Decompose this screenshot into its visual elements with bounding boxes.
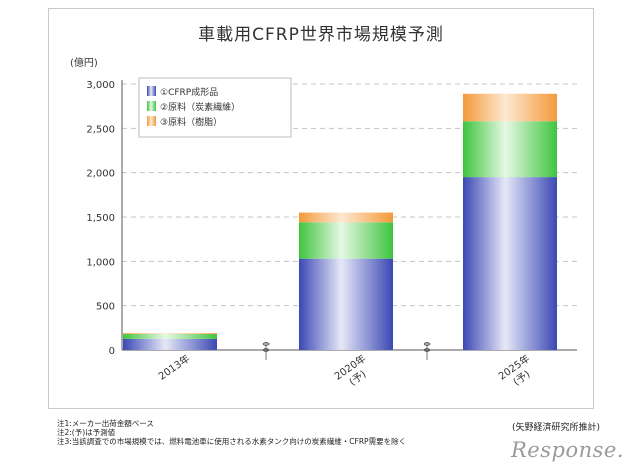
x-tick-label: 2013年: [156, 352, 192, 383]
footnotes: 注1:メーカー出荷金額ベース 注2:(予)は予測値 注3:当該調査での市場規模で…: [57, 419, 406, 446]
axis-break-mark: [423, 342, 431, 360]
x-tick-label: 2025年(予): [496, 352, 533, 389]
chart-title: 車載用CFRP世界市場規模予測: [198, 25, 444, 45]
legend-label: ②原料（炭素繊維）: [160, 101, 240, 113]
footnote-2: 注2:(予)は予測値: [57, 428, 116, 437]
bar-segment: [123, 334, 217, 339]
source-note: (矢野経済研究所推計): [511, 423, 600, 433]
footnote-1: 注1:メーカー出荷金額ベース: [57, 419, 154, 428]
bar-segment: [123, 333, 217, 335]
bar-segment: [463, 93, 557, 122]
bar-segment: [463, 177, 557, 350]
bar-segment: [463, 121, 557, 178]
y-tick-label: 0: [109, 346, 115, 357]
y-tick-label: 2,000: [86, 169, 115, 180]
bar-segment: [299, 258, 393, 350]
legend-swatch: [147, 86, 156, 96]
axis-break-mark: [262, 342, 270, 360]
bar-segment: [123, 338, 217, 350]
x-tick-label: 2020年(予): [332, 352, 369, 389]
footnote-3: 注3:当該調査での市場規模では、燃料電池車に使用される水素タンク向けの炭素繊維・…: [57, 437, 407, 446]
x-tick-label-line: 2013年: [156, 352, 192, 383]
legend-label: ③原料（樹脂）: [160, 116, 222, 128]
y-tick-label: 3,000: [86, 80, 115, 91]
legend-box: [138, 77, 292, 138]
legend-swatch: [147, 116, 156, 126]
legend-label: ①CFRP成形品: [160, 86, 218, 98]
legend-swatch: [147, 101, 156, 111]
y-unit-label: (億円): [70, 56, 98, 69]
bar-segment: [299, 212, 393, 223]
bar-segment: [299, 222, 393, 259]
y-tick-label: 1,500: [86, 213, 115, 224]
y-tick-label: 500: [96, 302, 115, 313]
y-tick-label: 1,000: [86, 257, 115, 268]
response-logo: Response.: [510, 438, 624, 462]
y-tick-label: 2,500: [86, 124, 115, 135]
